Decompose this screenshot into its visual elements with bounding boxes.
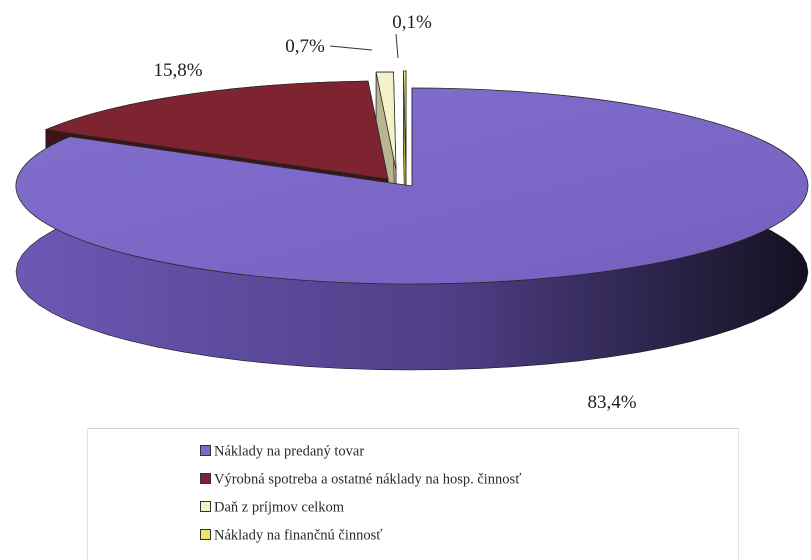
leader-line-financial-cost — [395, 33, 399, 59]
data-label-goods-cost: 83,4% — [587, 392, 636, 413]
legend-swatch-financial-cost — [200, 529, 211, 540]
legend-item-production-consumption: Výrobná spotreba a ostatné náklady na ho… — [88, 465, 738, 493]
data-label-financial-cost: 0,1% — [392, 12, 432, 33]
legend-swatch-goods-cost — [200, 445, 211, 456]
legend-swatch-production-consumption — [200, 473, 211, 484]
legend-item-goods-cost: Náklady na predaný tovar — [88, 437, 738, 465]
legend-label-production-consumption: Výrobná spotreba a ostatné náklady na ho… — [214, 471, 522, 488]
legend-label-financial-cost: Náklady na finančnú činnosť — [214, 527, 383, 544]
leader-line-income-tax — [329, 45, 373, 51]
legend-label-goods-cost: Náklady na predaný tovar — [214, 443, 365, 460]
pie-slice-goods-cost — [15, 87, 809, 371]
legend-item-income-tax: Daň z príjmov celkom — [88, 493, 738, 521]
data-label-income-tax: 0,7% — [285, 36, 325, 57]
pie-chart: 83,4% 15,8% 0,7% 0,1% — [15, 12, 809, 413]
data-label-production-consumption: 15,8% — [153, 60, 202, 81]
legend-swatch-income-tax — [200, 501, 211, 512]
legend-label-income-tax: Daň z príjmov celkom — [214, 499, 345, 516]
legend-item-financial-cost: Náklady na finančnú činnosť — [88, 521, 738, 549]
legend: Náklady na predaný tovar Výrobná spotreb… — [87, 428, 739, 560]
